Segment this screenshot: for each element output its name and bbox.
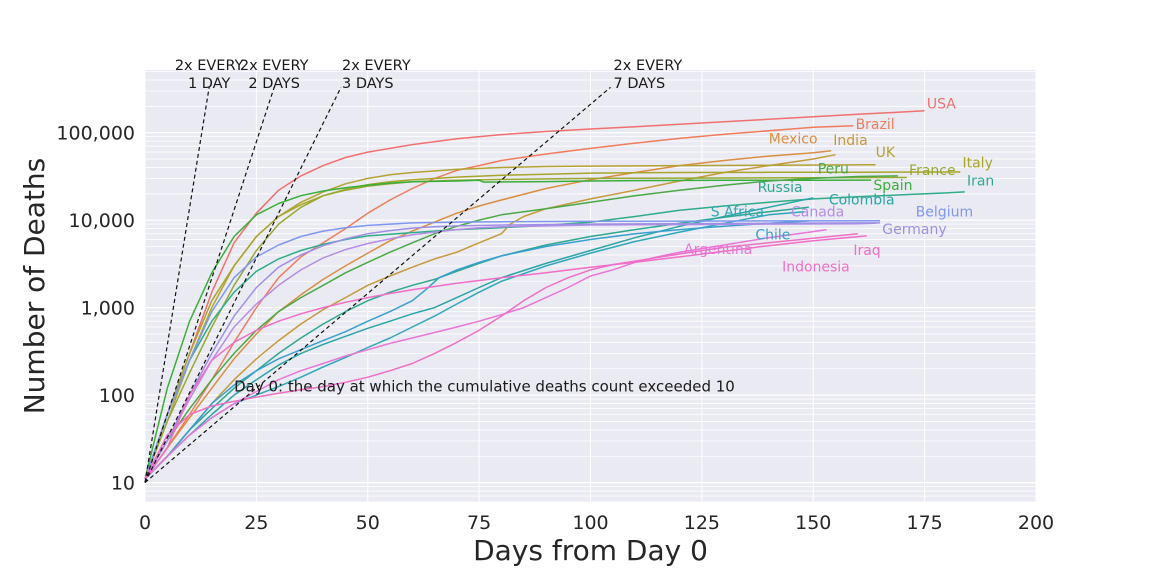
series-label-spain: Spain	[873, 178, 912, 194]
series-label-mexico: Mexico	[769, 132, 818, 148]
y-tick-label: 10	[111, 473, 135, 495]
series-label-colombia: Colombia	[829, 193, 895, 209]
series-label-usa: USA	[927, 96, 956, 112]
gridlines	[144, 70, 1037, 503]
reference-line-7d	[144, 86, 611, 484]
series-label-iraq: Iraq	[853, 243, 880, 259]
series-label-chile: Chile	[755, 228, 790, 244]
series-label-india: India	[833, 133, 867, 149]
series-line-uk	[144, 163, 876, 480]
series-label-iran: Iran	[967, 173, 994, 189]
series-line-iraq	[144, 232, 858, 480]
x-axis-ticks: 0 25 50 75 100 125 150 175 200	[139, 512, 1054, 534]
series-label-germany: Germany	[882, 222, 946, 238]
reference-label-line1: 2x EVERY	[240, 58, 309, 74]
series-label-russia: Russia	[758, 180, 803, 196]
y-axis-title: Number of Deaths	[18, 158, 51, 415]
y-tick-label: 10,000	[69, 210, 135, 232]
series-line-belgium	[144, 219, 881, 480]
series-label-france: France	[909, 163, 956, 179]
reference-label-line2: 3 DAYS	[342, 76, 394, 92]
x-tick-label: 100	[572, 512, 608, 534]
series-label-uk: UK	[876, 145, 896, 161]
x-tick-label: 200	[1018, 512, 1054, 534]
series-label-argentina: Argentina	[684, 242, 752, 258]
series-line-germany	[144, 222, 881, 480]
series-line-india	[144, 153, 836, 480]
series-label-s-africa: S Africa	[711, 205, 764, 221]
series-line-argentina	[144, 228, 827, 480]
x-axis-title: Days from Day 0	[473, 534, 708, 567]
series-lines	[144, 109, 965, 480]
day0-annotation: Day 0: the day at which the cumulative d…	[234, 377, 735, 395]
reference-label-line1: 2x EVERY	[614, 58, 683, 74]
series-line-spain	[144, 179, 872, 480]
x-tick-label: 25	[244, 512, 268, 534]
series-line-russia	[144, 206, 809, 480]
series-label-peru: Peru	[818, 162, 849, 178]
reference-label-line1: 2x EVERY	[342, 58, 411, 74]
x-tick-label: 75	[467, 512, 491, 534]
series-label-italy: Italy	[962, 155, 992, 171]
reference-line-2d	[144, 87, 275, 483]
y-tick-label: 100	[99, 385, 135, 407]
reference-line-3d	[144, 87, 342, 483]
x-tick-label: 175	[906, 512, 942, 534]
reference-label-line2: 7 DAYS	[614, 76, 666, 92]
reference-label-line1: 2x EVERY	[175, 58, 244, 74]
series-line-colombia	[144, 197, 814, 480]
y-tick-label: 1,000	[81, 298, 135, 320]
x-tick-label: 150	[795, 512, 831, 534]
x-tick-label: 125	[684, 512, 720, 534]
series-line-indonesia	[144, 235, 867, 480]
series-line-france	[144, 176, 907, 480]
series-line-usa	[144, 109, 925, 480]
reference-line-1d	[144, 87, 210, 483]
series-line-chile	[144, 220, 809, 480]
series-label-brazil: Brazil	[856, 117, 895, 133]
series-line-canada	[144, 222, 876, 480]
reference-label-line2: 1 DAY	[188, 76, 231, 92]
series-label-belgium: Belgium	[916, 205, 973, 221]
series-label-indonesia: Indonesia	[782, 259, 850, 275]
y-tick-label: 100,000	[56, 123, 135, 145]
y-axis-ticks: 10 100 1,000 10,000 100,000	[56, 123, 135, 495]
x-tick-label: 50	[356, 512, 380, 534]
x-tick-label: 0	[139, 512, 151, 534]
series-line-peru	[144, 175, 898, 480]
series-label-canada: Canada	[791, 205, 844, 221]
reference-label-line2: 2 DAYS	[248, 76, 300, 92]
